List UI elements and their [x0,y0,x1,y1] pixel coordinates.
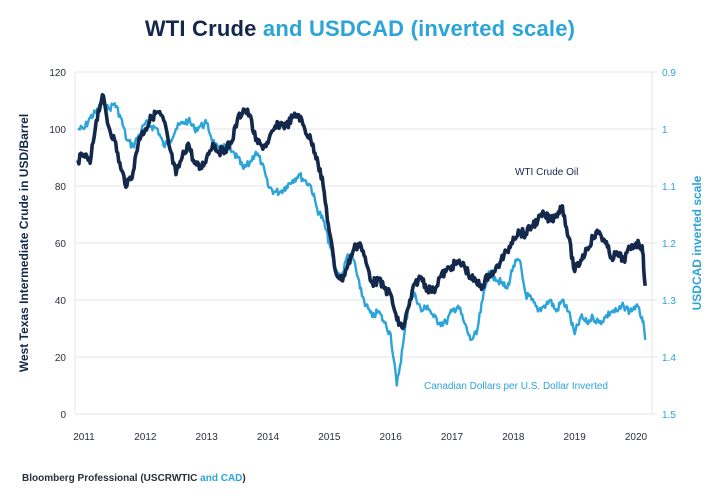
y-tick-label: 100 [49,125,66,136]
x-tick-label: 2011 [73,432,95,443]
y2-tick-label: 0.9 [662,68,676,79]
footer-close: ) [242,473,246,484]
y-tick-label: 80 [55,182,67,193]
x-tick-label: 2012 [134,432,157,443]
tick-labels: 0 20 40 60 80 100 120 0.9 1 1.1 1.2 1.3 1.4 1.5 2011 20… [49,68,676,443]
footer-cad: and CAD [200,473,243,484]
y-tick-label: 20 [55,353,67,364]
y2-tick-label: 1.4 [662,353,676,364]
series-line-wti-crude-oil [76,93,647,331]
y2-tick-label: 1.1 [662,182,676,193]
x-tick-label: 2013 [196,432,219,443]
series-lines [76,93,647,387]
footer-source: Bloomberg Professional (USCRWTIC [22,473,201,484]
title-part-wti: WTI Crude [144,16,257,41]
x-tick-label: 2019 [564,432,587,443]
x-tick-label: 2016 [380,432,403,443]
x-tick-label: 2014 [257,432,280,443]
x-tick-label: 2017 [441,432,464,443]
source-footer: Bloomberg Professional (USCRWTIC and CAD… [22,473,246,484]
y2-tick-label: 1.3 [662,296,676,307]
y2-tick-label: 1.5 [662,410,676,421]
y-axis-label: West Texas Intermediate Crude in USD/Bar… [17,114,31,372]
y2-axis-label: USDCAD inverted scale [690,175,704,310]
y-tick-label: 120 [49,68,66,79]
annotation-wti-crude-oil: WTI Crude Oil [515,167,578,178]
x-tick-label: 2020 [625,432,648,443]
series-line-usdcad [77,100,647,387]
y-tick-label: 40 [55,296,67,307]
y2-tick-label: 1 [662,125,668,136]
gridlines [75,71,652,358]
annotation-usdcad: Canadian Dollars per U.S. Dollar Inverte… [424,381,608,392]
y2-tick-label: 1.2 [662,239,676,250]
x-tick-label: 2015 [318,432,341,443]
axes [74,71,657,415]
x-tick-label: 2018 [502,432,525,443]
y-tick-label: 60 [55,239,67,250]
title-part-usdcad: and USDCAD (inverted scale) [256,16,576,41]
y-tick-label: 0 [60,410,66,421]
chart-title: WTI Crude and USDCAD (inverted scale) [0,16,720,42]
